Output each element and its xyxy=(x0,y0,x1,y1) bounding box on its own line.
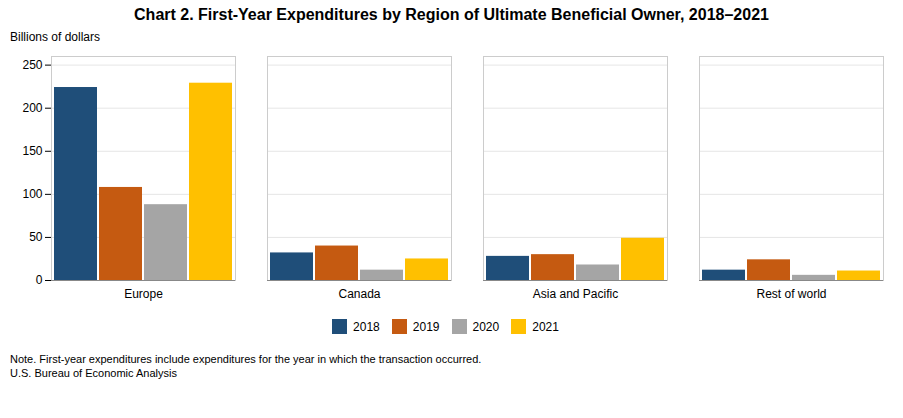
svg-text:Rest of world: Rest of world xyxy=(756,287,826,301)
svg-text:Asia and Pacific: Asia and Pacific xyxy=(533,287,618,301)
html-text:2018: 2018 xyxy=(353,319,380,334)
svg-text:150: 150 xyxy=(22,144,42,158)
svg-text:Europe: Europe xyxy=(124,287,163,301)
svg-text:50: 50 xyxy=(29,230,43,244)
svg-text:100: 100 xyxy=(22,187,42,201)
html-text:Note. First-year expenditures: Note. First-year expenditures include ex… xyxy=(10,353,482,365)
html-text:U.S. Bureau of Economic Analys: U.S. Bureau of Economic Analysis xyxy=(10,367,177,379)
svg-text:250: 250 xyxy=(22,58,42,72)
html-text:Chart 2. First-Year Expenditur: Chart 2. First-Year Expenditures by Regi… xyxy=(134,6,769,23)
svg-text:Canada: Canada xyxy=(338,287,380,301)
html-text:2020: 2020 xyxy=(472,319,500,334)
html-text:2021: 2021 xyxy=(532,319,559,334)
svg-text:200: 200 xyxy=(22,101,42,115)
html-text:2019: 2019 xyxy=(412,319,440,334)
svg-text:0: 0 xyxy=(36,273,43,287)
html-text:Billions of dollars: Billions of dollars xyxy=(10,30,100,44)
